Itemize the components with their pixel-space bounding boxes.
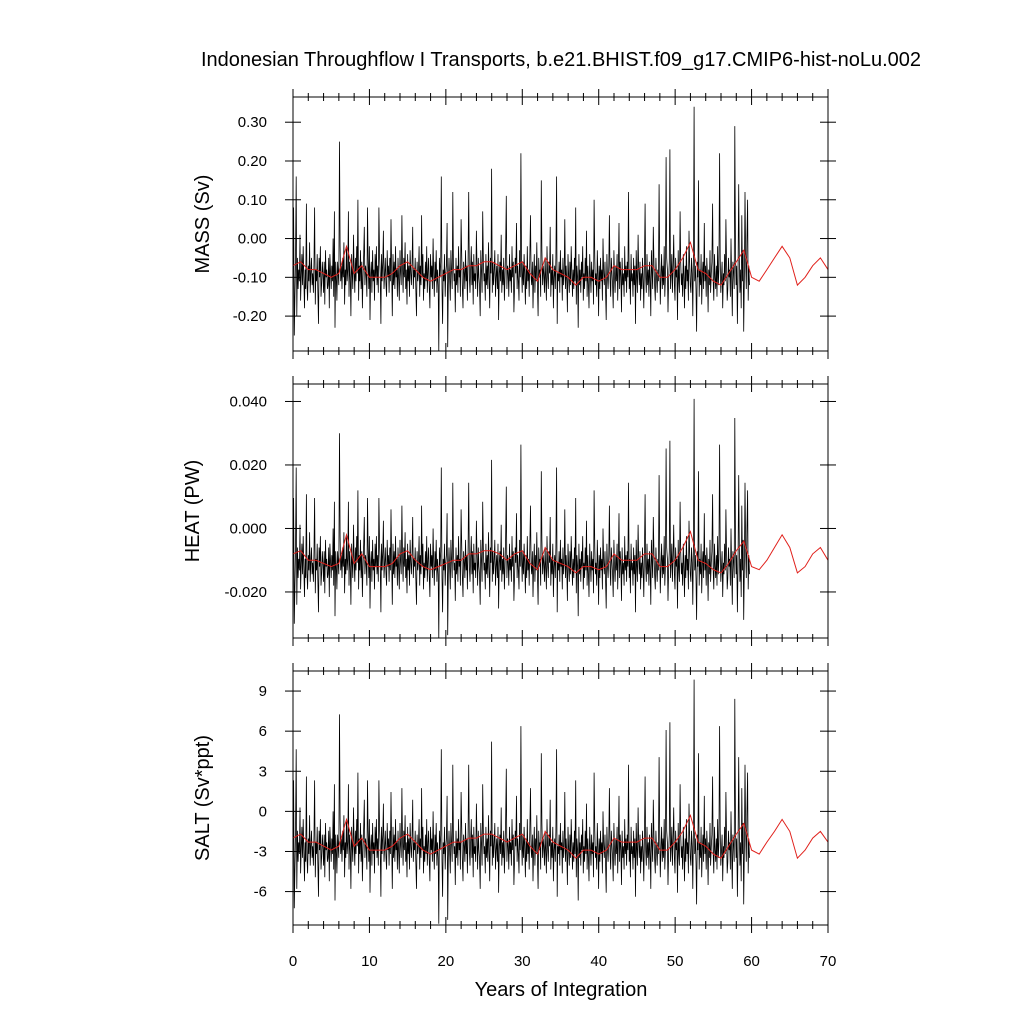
panel-salt: 9 6 3 0 -3 -6 SALT (Sv*ppt) xyxy=(192,663,836,933)
y-axis-label: SALT (Sv*ppt) xyxy=(192,735,214,861)
y-tick-label: -0.020 xyxy=(224,584,267,601)
y-tick-label: 0.020 xyxy=(229,457,267,474)
y-tick-label: 0.040 xyxy=(229,393,267,410)
x-tick-label: 30 xyxy=(514,953,531,970)
y-tick-label: -0.10 xyxy=(233,269,267,286)
monthly-series-line xyxy=(293,679,750,924)
monthly-series-line xyxy=(293,398,750,638)
panel-heat: 0.040 0.020 0.000 -0.020 HEAT (PW) xyxy=(182,376,836,646)
annual-series-line xyxy=(293,241,828,287)
panel-frame xyxy=(292,96,829,352)
chart-title: Indonesian Throughflow I Transports, b.e… xyxy=(201,49,921,71)
x-axis-label: Years of Integration xyxy=(475,979,648,1001)
panels-group: 0.30 0.20 0.10 0.00 -0.10 -0.20 MASS (Sv) 0.040… xyxy=(182,89,836,970)
y-tick-label: 0.00 xyxy=(238,231,267,248)
x-tick-label: 20 xyxy=(438,953,455,970)
panel-frame xyxy=(292,670,829,926)
y-tick-label: 0 xyxy=(259,803,267,820)
y-axis-label: HEAT (PW) xyxy=(182,460,204,563)
y-tick-label: 9 xyxy=(259,683,267,700)
y-tick-label: 0.000 xyxy=(229,520,267,537)
y-tick-label: -3 xyxy=(254,843,267,860)
monthly-series-line xyxy=(293,106,750,351)
x-tick-label: 10 xyxy=(361,953,378,970)
y-tick-label: 0.10 xyxy=(238,192,267,209)
annual-series-line xyxy=(293,530,828,574)
y-tick-label: 0.20 xyxy=(238,153,267,170)
y-axis-label: MASS (Sv) xyxy=(192,175,214,274)
x-tick-label: 50 xyxy=(667,953,684,970)
x-tick-label: 70 xyxy=(820,953,837,970)
x-tick-label: 60 xyxy=(743,953,760,970)
x-tick-label: 0 xyxy=(289,953,297,970)
y-tick-label: 0.30 xyxy=(238,114,267,131)
x-tick-label: 40 xyxy=(590,953,607,970)
y-tick-label: -0.20 xyxy=(233,308,267,325)
annual-series-line xyxy=(293,813,828,860)
y-tick-label: -6 xyxy=(254,884,267,901)
y-tick-label: 3 xyxy=(259,763,267,780)
panel-mass: 0.30 0.20 0.10 0.00 -0.10 -0.20 MASS (Sv) xyxy=(192,89,836,359)
y-tick-label: 6 xyxy=(259,723,267,740)
panel-frame xyxy=(292,383,829,639)
